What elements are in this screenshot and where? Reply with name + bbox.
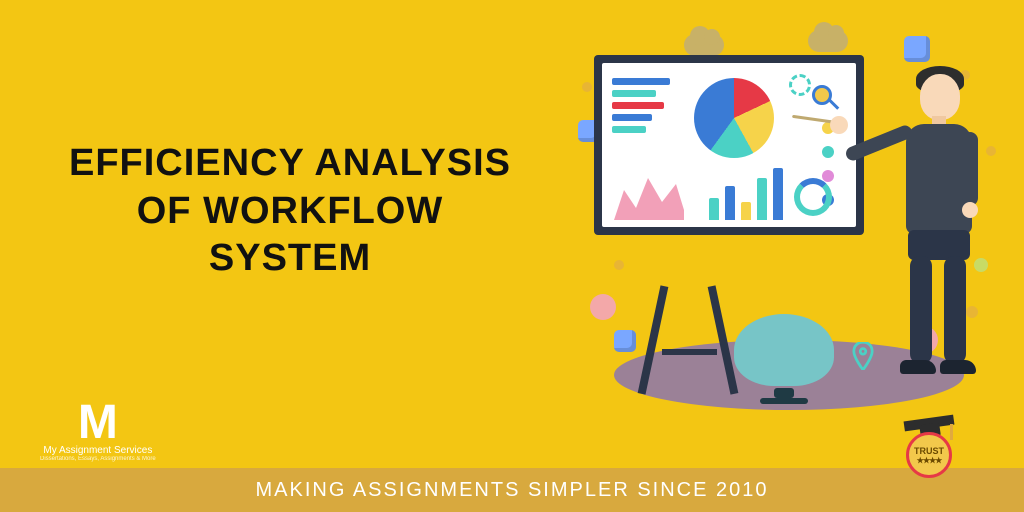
pie-chart-icon xyxy=(694,78,774,158)
tassel-icon xyxy=(950,424,953,440)
shoe xyxy=(900,360,936,374)
shoe xyxy=(940,360,976,374)
footer-text: MAKING ASSIGNMENTS SIMPLER SINCE 2010 xyxy=(255,479,768,502)
main-title: EFFICIENCY ANALYSIS OF WORKFLOW SYSTEM xyxy=(60,140,520,283)
hand xyxy=(830,116,848,134)
trust-badge: TRUST ★★★★ xyxy=(894,414,964,484)
chair-icon xyxy=(729,314,839,404)
hand xyxy=(962,202,978,218)
easel-crossbar xyxy=(662,349,717,355)
trust-seal: TRUST ★★★★ xyxy=(906,432,952,478)
gear-icon xyxy=(789,74,811,96)
banner-canvas: EFFICIENCY ANALYSIS OF WORKFLOW SYSTEM M… xyxy=(0,0,1024,512)
presentation-illustration xyxy=(554,30,1004,410)
graduation-cap-icon xyxy=(904,415,955,432)
horizontal-bars-chart xyxy=(612,78,674,138)
leg xyxy=(910,256,932,364)
vertical-bars-chart xyxy=(709,165,783,220)
map-pin-icon xyxy=(852,342,874,370)
ring-chart-icon xyxy=(794,178,832,216)
magnifier-icon xyxy=(812,85,840,113)
trust-label: TRUST xyxy=(914,446,944,456)
brand-logo: M My Assignment Services Dissertations, … xyxy=(40,399,156,462)
logo-line1: My Assignment Services xyxy=(43,445,152,456)
logo-letter: M xyxy=(78,399,118,447)
logo-line2: Dissertations, Essays, Assignments & Mor… xyxy=(40,456,156,462)
trust-stars: ★★★★ xyxy=(917,456,942,465)
presenter-person xyxy=(878,60,998,390)
leg xyxy=(944,256,966,364)
footer-bar: MAKING ASSIGNMENTS SIMPLER SINCE 2010 xyxy=(0,468,1024,512)
area-chart-icon xyxy=(614,170,684,220)
arm xyxy=(962,132,978,206)
head xyxy=(920,74,960,120)
